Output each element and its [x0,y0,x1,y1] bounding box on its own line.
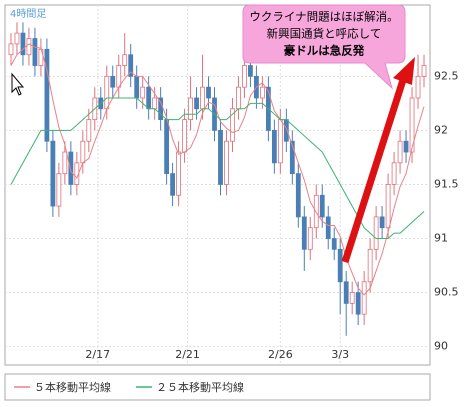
candle-body [140,86,146,99]
candle-body [349,292,355,304]
candle-body [8,43,14,56]
candle-body [337,248,343,283]
candle-body [421,65,427,77]
x-tick-label: 2/26 [268,348,293,361]
candle-body [14,32,20,45]
arrow-shaft [341,78,407,264]
candle-body [164,119,170,175]
y-tick-label: 90 [434,340,448,353]
legend-label: ２５本移動平均線 [156,380,244,394]
annotation: ウクライナ問題はほぼ解消。 [249,10,398,24]
candle-body [218,130,223,185]
candle-body [80,140,86,164]
candle-body [313,194,319,229]
candle-body [242,65,247,88]
candle-body [325,216,331,239]
candle-body [44,48,50,142]
candle-body [146,86,152,110]
candle-body [248,65,253,77]
candle-body [110,75,116,88]
candle-body [32,38,38,66]
candle-body [152,97,158,110]
candle-body [50,140,56,207]
candle-body [134,75,140,99]
chart-title: 4時間足 [10,8,46,20]
candle-body [361,281,367,315]
candle-body [230,108,235,142]
x-tick-label: 3/3 [331,348,349,361]
arrow-head [393,57,415,85]
candle-body [20,32,26,56]
candle-body [403,140,409,153]
candle-body [176,151,181,196]
candle-body [301,216,307,250]
annotation: 豪ドルは急反発 [284,44,365,58]
candle-body [56,173,62,207]
legend-label: ５本移動平均線 [34,380,111,394]
candle-body [379,216,385,229]
y-tick-label: 92 [434,123,448,136]
candle-body [188,97,193,120]
cursor-icon [11,72,25,96]
candle-body [397,140,403,164]
x-tick-label: 2/17 [85,348,110,361]
candle-body [319,194,325,218]
y-tick-label: 91.5 [434,177,459,190]
candle-body [271,130,277,164]
y-tick-label: 90.5 [434,286,459,299]
candle-body [385,184,391,229]
candle-body [182,119,187,153]
candle-body [259,86,265,99]
candle-body [224,140,229,185]
candle-body [236,86,241,110]
candle-body [122,54,128,66]
moving-average-line [10,97,425,240]
annotation: 新興国通貨と呼応して [267,27,382,41]
candle-body [289,140,295,175]
candle-body [355,292,361,315]
candle-body [283,119,289,142]
candle-body [206,86,211,99]
candle-body [68,151,74,185]
candle-body [194,97,199,110]
candle-body [170,173,176,196]
candle-body [158,97,164,120]
candle-body [200,86,205,110]
candle-body [343,281,349,304]
y-tick-label: 91 [434,232,448,245]
legend-box [4,373,431,401]
candle-body [415,75,421,99]
candle-body [86,119,92,142]
x-tick-label: 2/21 [175,348,200,361]
y-tick-label: 92.5 [434,69,459,82]
candle-body [62,151,68,175]
candle-body [373,216,379,250]
candle-body [295,173,301,218]
candle-body [391,162,397,185]
moving-average-line [10,43,425,296]
candle-body [331,238,337,250]
candle-body [409,97,415,153]
candle-body [26,38,32,56]
candle-body [307,227,313,250]
candle-body [367,248,373,283]
candle-body [277,119,283,164]
callout-box [242,4,406,90]
candle-body [104,75,110,110]
candle-body [116,65,122,88]
candle-body [128,54,134,77]
